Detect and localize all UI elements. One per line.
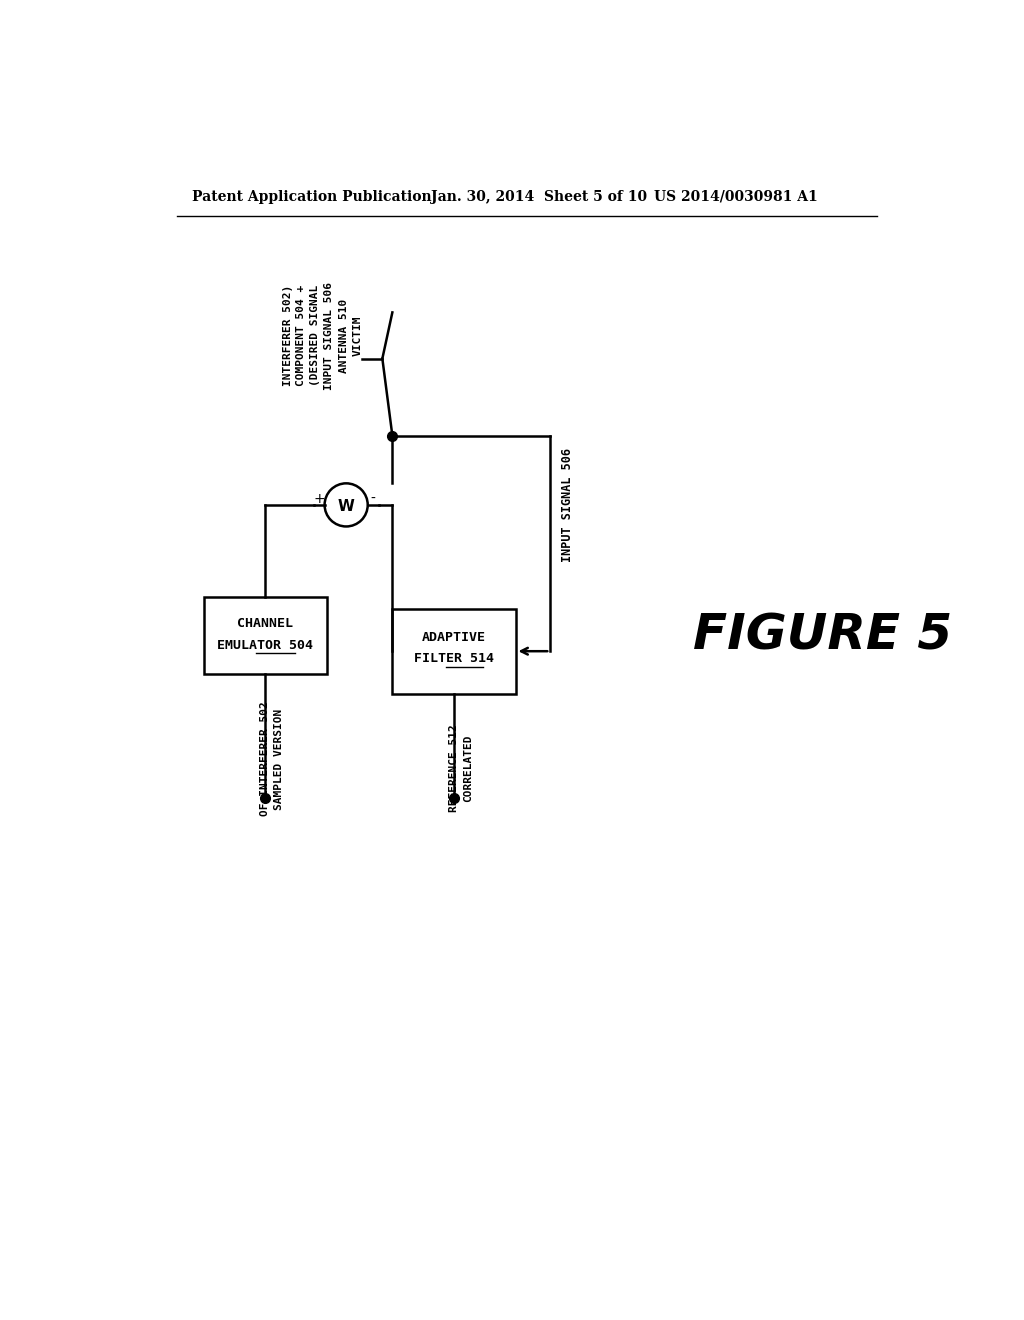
Text: US 2014/0030981 A1: US 2014/0030981 A1 [654,190,818,203]
Text: CHANNEL: CHANNEL [238,616,293,630]
Text: FIGURE 5: FIGURE 5 [692,611,951,660]
Text: CORRELATED: CORRELATED [463,735,473,803]
Text: EMULATOR 504: EMULATOR 504 [217,639,313,652]
Text: OF INTERFERER 502: OF INTERFERER 502 [260,702,270,816]
Text: COMPONENT 504 +: COMPONENT 504 + [297,285,306,387]
Text: INTERFERER 502): INTERFERER 502) [283,285,293,387]
Bar [392,609,515,693]
Text: +: + [313,492,325,506]
Text: INPUT SIGNAL 506: INPUT SIGNAL 506 [325,281,334,389]
Text: Patent Application Publication: Patent Application Publication [193,190,432,203]
Text: SAMPLED VERSION: SAMPLED VERSION [274,709,285,809]
Text: W: W [338,499,354,513]
Text: ANTENNA 510: ANTENNA 510 [339,298,349,372]
Text: ADAPTIVE: ADAPTIVE [422,631,486,644]
Bar [204,597,327,675]
Text: FILTER 514: FILTER 514 [414,652,494,665]
Text: REFERENCE 512: REFERENCE 512 [449,725,459,813]
Text: Jan. 30, 2014  Sheet 5 of 10: Jan. 30, 2014 Sheet 5 of 10 [431,190,647,203]
Text: (DESIRED SIGNAL: (DESIRED SIGNAL [310,285,321,387]
Text: VICTIM: VICTIM [352,315,362,356]
Text: -: - [371,492,376,506]
Text: INPUT SIGNAL 506: INPUT SIGNAL 506 [561,447,573,562]
